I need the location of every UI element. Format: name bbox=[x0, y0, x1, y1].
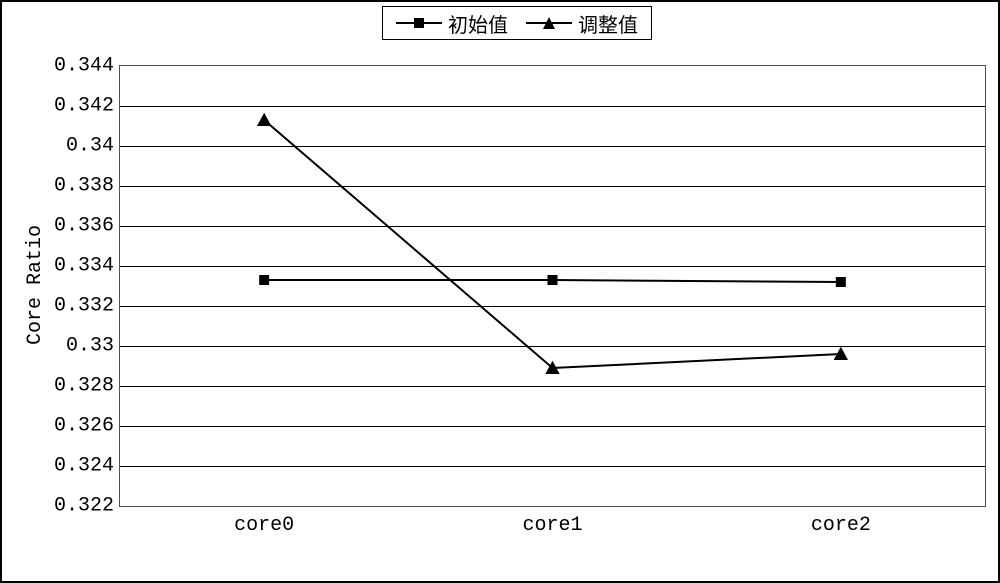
y-tick-label: 0.336 bbox=[54, 215, 120, 238]
line-chart: 初始值调整值 0.3220.3240.3260.3280.330.3320.33… bbox=[0, 0, 1000, 583]
gridline bbox=[120, 226, 985, 227]
gridline bbox=[120, 146, 985, 147]
y-tick-label: 0.326 bbox=[54, 415, 120, 438]
legend-label: 初始值 bbox=[448, 9, 508, 38]
gridline bbox=[120, 306, 985, 307]
plot-area: 0.3220.3240.3260.3280.330.3320.3340.3360… bbox=[119, 65, 986, 507]
gridline bbox=[120, 266, 985, 267]
y-tick-label: 0.344 bbox=[54, 55, 120, 78]
gridline bbox=[120, 106, 985, 107]
y-tick-label: 0.328 bbox=[54, 375, 120, 398]
data-point bbox=[548, 275, 558, 285]
triangle-marker-icon bbox=[526, 22, 572, 24]
y-tick-label: 0.332 bbox=[54, 295, 120, 318]
x-tick-label: core1 bbox=[522, 506, 582, 537]
series-layer bbox=[120, 66, 985, 506]
series-line bbox=[264, 120, 841, 368]
y-tick-label: 0.33 bbox=[66, 335, 120, 358]
y-tick-label: 0.34 bbox=[66, 135, 120, 158]
x-tick-label: core2 bbox=[811, 506, 871, 537]
y-tick-label: 0.342 bbox=[54, 95, 120, 118]
gridline bbox=[120, 186, 985, 187]
data-point bbox=[259, 275, 269, 285]
y-tick-label: 0.324 bbox=[54, 455, 120, 478]
gridline bbox=[120, 386, 985, 387]
legend-item: 初始值 bbox=[396, 9, 508, 38]
y-tick-label: 0.334 bbox=[54, 255, 120, 278]
data-point bbox=[257, 113, 271, 126]
gridline bbox=[120, 426, 985, 427]
y-tick-label: 0.338 bbox=[54, 175, 120, 198]
y-axis-label: Core Ratio bbox=[24, 225, 47, 345]
gridline bbox=[120, 466, 985, 467]
data-point bbox=[836, 277, 846, 287]
legend-item: 调整值 bbox=[526, 9, 638, 38]
y-tick-label: 0.322 bbox=[54, 495, 120, 518]
gridline bbox=[120, 346, 985, 347]
square-marker-icon bbox=[396, 22, 442, 24]
legend-label: 调整值 bbox=[578, 9, 638, 38]
legend: 初始值 调整值 bbox=[382, 6, 652, 40]
x-tick-label: core0 bbox=[234, 506, 294, 537]
